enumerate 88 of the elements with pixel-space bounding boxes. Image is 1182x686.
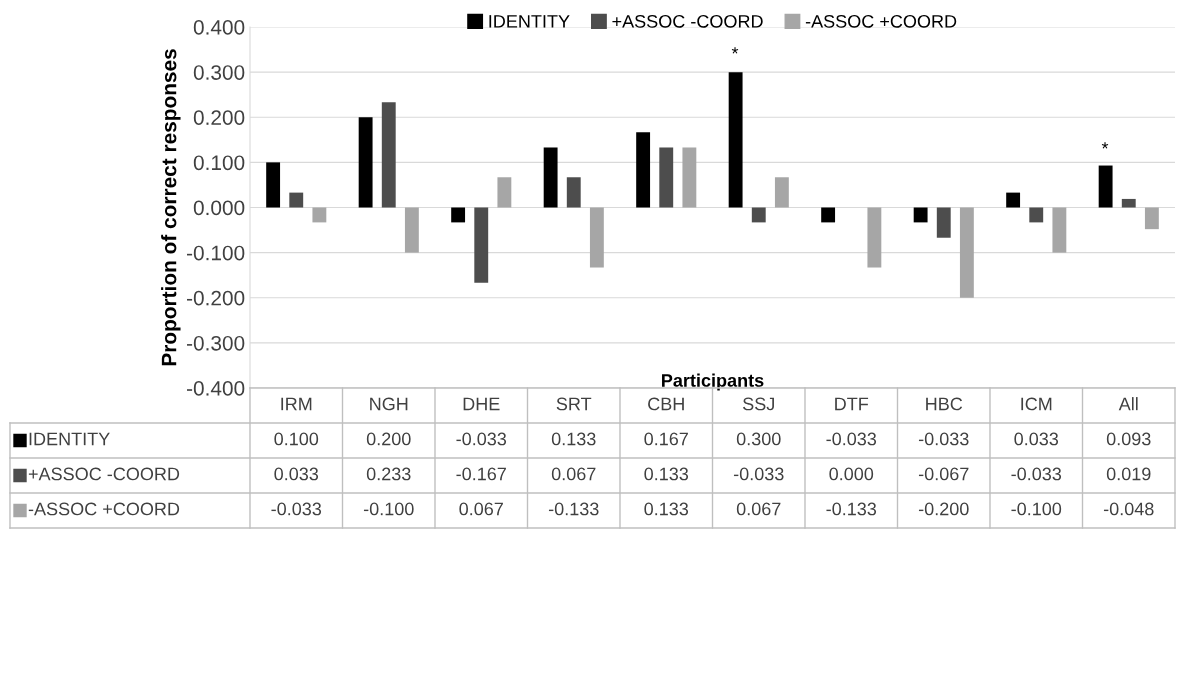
data-label: 0.133 bbox=[644, 467, 689, 481]
x-tick-label: All bbox=[1118, 397, 1138, 411]
text: IDENTITY bbox=[29, 432, 110, 446]
bar bbox=[497, 177, 512, 208]
bar bbox=[289, 192, 304, 208]
data-label: 0.167 bbox=[644, 432, 688, 446]
bar bbox=[1098, 165, 1113, 208]
bar bbox=[381, 102, 396, 208]
bar bbox=[1029, 207, 1044, 223]
data-label: 0.300 bbox=[736, 432, 781, 446]
bar bbox=[474, 207, 489, 283]
x-axis-title: Participants bbox=[662, 373, 764, 391]
data-label: 0.067 bbox=[459, 502, 503, 516]
data-label: 0.133 bbox=[551, 432, 596, 446]
data-label: -0.067 bbox=[918, 467, 969, 481]
y-tick-label: -0.400 bbox=[187, 381, 245, 396]
x-tick-label: NGH bbox=[370, 397, 408, 411]
data-label: 0.033 bbox=[1014, 432, 1059, 446]
x-tick-label: DTF bbox=[835, 397, 869, 411]
data-label: -0.033 bbox=[918, 432, 969, 446]
bar bbox=[659, 147, 674, 208]
data-label: -0.200 bbox=[918, 502, 969, 516]
x-tick-label: IRM bbox=[281, 397, 312, 411]
x-tick-label: DHE bbox=[463, 397, 500, 411]
legend-label: -ASSOC +COORD bbox=[805, 14, 957, 28]
bar bbox=[1006, 192, 1021, 208]
data-label: 0.200 bbox=[366, 432, 411, 446]
bar bbox=[358, 117, 373, 208]
bar bbox=[936, 207, 951, 238]
bar bbox=[959, 207, 974, 298]
x-tick-label: SRT bbox=[556, 397, 592, 411]
data-label: -0.033 bbox=[456, 432, 507, 446]
bar bbox=[543, 147, 558, 208]
data-label: -0.100 bbox=[1011, 502, 1062, 516]
data-label: -0.048 bbox=[1103, 502, 1154, 516]
x-tick-label: HBC bbox=[926, 397, 963, 411]
y-tick-label: -0.100 bbox=[187, 245, 245, 261]
y-tick-label: 0.300 bbox=[193, 65, 245, 80]
bar bbox=[404, 207, 419, 253]
data-label: -0.033 bbox=[271, 502, 322, 516]
y-tick-label: 0.200 bbox=[193, 110, 245, 125]
data-label: 0.000 bbox=[829, 467, 874, 481]
bar bbox=[451, 207, 466, 223]
y-tick-label: -0.300 bbox=[187, 335, 245, 351]
bar bbox=[751, 207, 766, 223]
data-label: 0.133 bbox=[644, 502, 689, 516]
bar bbox=[728, 72, 743, 208]
data-label: 0.067 bbox=[551, 467, 596, 481]
bar bbox=[589, 207, 604, 268]
legend-label: +ASSOC -COORD bbox=[612, 14, 763, 28]
data-label: 0.067 bbox=[736, 502, 781, 516]
text: +ASSOC -COORD bbox=[28, 467, 180, 481]
y-tick-label: 0.000 bbox=[193, 200, 245, 216]
data-label: -0.133 bbox=[826, 502, 877, 516]
bar bbox=[266, 162, 281, 208]
bar bbox=[682, 147, 697, 208]
y-tick-label: 0.100 bbox=[193, 155, 245, 171]
bar bbox=[566, 177, 581, 208]
data-label: -0.033 bbox=[733, 467, 784, 481]
bar bbox=[913, 207, 928, 223]
data-label: -0.167 bbox=[456, 467, 506, 481]
bar bbox=[821, 207, 836, 223]
annotation: * bbox=[731, 47, 739, 54]
y-axis-title: Proportion of correct responses bbox=[161, 49, 181, 366]
legend-label: IDENTITY bbox=[489, 15, 570, 28]
bar bbox=[1121, 198, 1136, 208]
data-label: -0.133 bbox=[548, 502, 599, 516]
data-label: -0.033 bbox=[1011, 467, 1062, 481]
x-tick-label: CBH bbox=[648, 397, 684, 411]
y-tick-label: -0.200 bbox=[187, 290, 245, 306]
bar bbox=[636, 132, 651, 208]
annotation: * bbox=[1101, 142, 1109, 149]
data-label: 0.100 bbox=[274, 432, 319, 446]
bar bbox=[312, 207, 327, 223]
data-label: 0.233 bbox=[366, 467, 411, 481]
data-label: 0.033 bbox=[274, 467, 319, 481]
bar bbox=[867, 207, 882, 268]
bar bbox=[1144, 207, 1159, 230]
y-tick-label: 0.400 bbox=[193, 20, 245, 35]
data-label: -0.033 bbox=[826, 432, 877, 446]
bar bbox=[1052, 207, 1067, 253]
data-label: 0.019 bbox=[1106, 467, 1151, 481]
data-label: 0.093 bbox=[1106, 432, 1151, 446]
bar bbox=[774, 177, 789, 208]
x-tick-label: ICM bbox=[1021, 397, 1052, 411]
x-tick-label: SSJ bbox=[743, 397, 774, 411]
text: -ASSOC +COORD bbox=[28, 502, 180, 516]
data-label: -0.100 bbox=[363, 502, 414, 516]
